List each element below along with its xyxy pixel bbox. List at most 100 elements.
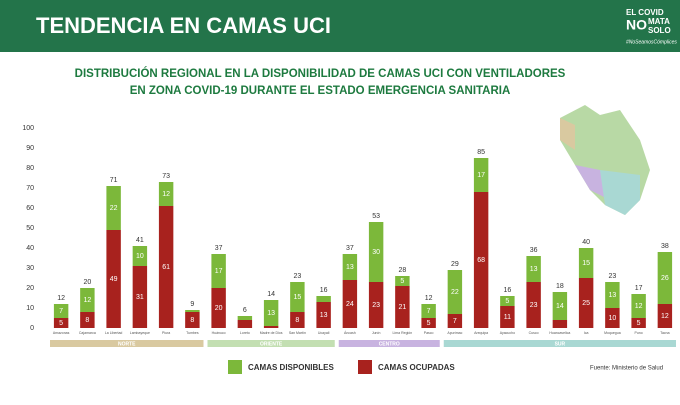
- y-tick-label: 30: [26, 265, 34, 272]
- group-band: [443, 340, 676, 347]
- data-label: 12: [661, 313, 669, 320]
- data-label: 11: [504, 314, 511, 321]
- header-band: [0, 0, 680, 52]
- group-label: SUR: [555, 341, 566, 347]
- bar-segment: [290, 312, 305, 328]
- x-tick-label: Áncash: [344, 331, 356, 335]
- total-label: 73: [162, 173, 170, 180]
- y-tick-label: 90: [26, 145, 34, 152]
- y-tick-label: 10: [26, 305, 34, 312]
- total-label: 38: [661, 243, 669, 250]
- total-label: 71: [110, 177, 118, 184]
- data-label: 5: [59, 320, 63, 327]
- total-label: 36: [530, 247, 538, 254]
- data-label: 12: [162, 191, 170, 198]
- data-label: 5: [400, 278, 404, 285]
- x-tick-label: Cusco: [529, 331, 539, 335]
- x-tick-label: Apurímac: [447, 331, 462, 335]
- data-label: 5: [637, 320, 641, 327]
- data-label: 24: [346, 301, 354, 308]
- y-tick-label: 50: [26, 225, 34, 232]
- x-tick-label: La Libertad: [105, 331, 123, 335]
- data-label: 8: [190, 317, 194, 324]
- total-label: 40: [582, 239, 590, 246]
- data-label: 13: [267, 310, 275, 317]
- bar-segment: [552, 292, 568, 320]
- total-label: 41: [136, 237, 144, 244]
- data-label: 22: [451, 289, 459, 296]
- data-label: 12: [635, 303, 643, 310]
- group-label: NORTE: [118, 341, 136, 347]
- hashtag: #NoSeamosCómplices: [626, 39, 677, 45]
- x-tick-label: Huánuco: [212, 331, 226, 335]
- y-tick-label: 80: [26, 165, 34, 172]
- bar-segment: [421, 304, 436, 318]
- y-tick-label: 100: [22, 125, 34, 132]
- data-label: 10: [608, 315, 616, 322]
- y-tick-label: 70: [26, 185, 34, 192]
- x-tick-label: Lambayeque: [130, 331, 150, 335]
- data-label: 21: [398, 304, 406, 311]
- total-label: 85: [477, 149, 485, 156]
- total-label: 17: [635, 285, 643, 292]
- y-tick-label: 60: [26, 205, 34, 212]
- data-label: 20: [215, 305, 223, 312]
- data-label: 31: [136, 294, 144, 301]
- bar-segment: [80, 288, 95, 312]
- total-label: 20: [83, 279, 91, 286]
- data-label: 49: [110, 276, 118, 283]
- x-tick-label: Arequipa: [474, 331, 488, 335]
- bar-segment: [605, 308, 620, 328]
- data-label: 61: [162, 264, 170, 271]
- bar-segment: [80, 312, 95, 328]
- logo: SOLO: [648, 26, 671, 35]
- total-label: 6: [243, 307, 247, 314]
- bar-segment: [106, 230, 121, 328]
- legend-label: CAMAS OCUPADAS: [378, 363, 455, 372]
- data-label: 7: [427, 308, 431, 315]
- bar-segment: [447, 314, 463, 328]
- bar-segment: [473, 158, 489, 192]
- bar-segment: [552, 320, 568, 328]
- data-label: 13: [530, 266, 538, 273]
- bar-segment: [526, 282, 541, 328]
- bar-segment: [578, 278, 594, 328]
- bar-segment: [53, 318, 69, 328]
- total-label: 18: [556, 283, 564, 290]
- bar-segment: [106, 186, 121, 230]
- data-label: 22: [110, 205, 118, 212]
- bar-segment: [631, 318, 646, 328]
- bar-segment: [500, 296, 515, 306]
- bar-segment: [368, 282, 384, 328]
- logo: EL COVID: [626, 8, 664, 17]
- x-tick-label: Junín: [372, 331, 381, 335]
- logo: NO: [626, 17, 647, 33]
- total-label: 29: [451, 261, 459, 268]
- total-label: 23: [293, 273, 301, 280]
- group-band: [338, 340, 440, 347]
- bar-segment: [158, 182, 174, 206]
- x-tick-label: Piura: [162, 331, 170, 335]
- data-label: 7: [453, 318, 457, 325]
- x-tick-label: Ucayali: [318, 331, 330, 335]
- bar-segment: [132, 246, 148, 266]
- legend-swatch: [228, 360, 242, 374]
- x-tick-label: Cajamarca: [79, 331, 96, 335]
- total-label: 53: [372, 213, 380, 220]
- x-tick-label: Ayacucho: [500, 331, 515, 335]
- data-label: 8: [85, 317, 89, 324]
- data-label: 15: [582, 260, 590, 267]
- map: [560, 105, 650, 215]
- x-tick-label: Madre de Dios: [260, 331, 283, 335]
- bar-segment: [342, 280, 358, 328]
- group-band: [207, 340, 335, 347]
- y-tick-label: 20: [26, 285, 34, 292]
- x-tick-label: Loreto: [240, 331, 250, 335]
- bar-segment: [237, 316, 253, 320]
- group-label: CENTRO: [379, 341, 400, 347]
- data-label: 7: [59, 308, 63, 315]
- x-tick-label: Moquegua: [604, 331, 621, 335]
- data-label: 17: [215, 268, 223, 275]
- data-label: 5: [427, 320, 431, 327]
